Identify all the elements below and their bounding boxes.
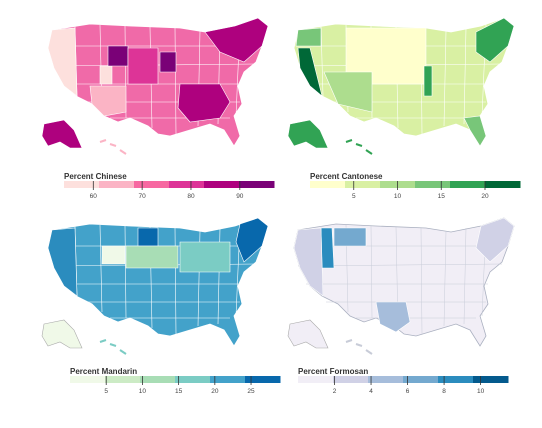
legend-tick-label: 5 xyxy=(352,193,356,200)
legend-swatch xyxy=(333,376,369,383)
legend-swatch xyxy=(245,376,281,383)
region-alaska xyxy=(287,319,329,349)
region-alaska xyxy=(287,119,329,149)
us-map-chinese xyxy=(41,17,269,155)
legend-bar: 2 4 6 8 10 xyxy=(298,376,509,395)
legend-swatch xyxy=(99,181,135,188)
legend-swatch xyxy=(64,181,100,188)
region-mn-ia xyxy=(159,51,177,73)
us-map-cantonese xyxy=(287,17,515,155)
region-wy xyxy=(101,245,126,265)
legend-swatch xyxy=(298,376,334,383)
region-ne xyxy=(475,217,515,263)
legend-swatch xyxy=(210,376,246,383)
legend-tick-label: 15 xyxy=(438,193,446,200)
region-mt xyxy=(333,227,367,247)
legend-swatch xyxy=(105,376,141,383)
legend-swatch xyxy=(175,376,211,383)
legend-swatch xyxy=(438,376,474,383)
region-midwest xyxy=(179,241,231,273)
region-id xyxy=(320,227,335,269)
region-ne xyxy=(475,17,515,63)
legend-swatch xyxy=(368,376,404,383)
region-hawaii xyxy=(99,339,127,355)
legend-title: Percent Cantonese xyxy=(310,172,383,181)
legend-title: Percent Formosan xyxy=(298,367,369,376)
legend-swatch xyxy=(415,181,451,188)
region-south xyxy=(177,83,231,123)
legend-swatch xyxy=(70,376,106,383)
region-pnw xyxy=(295,27,322,47)
legend-tick-label: 10 xyxy=(477,388,485,395)
legend-swatch xyxy=(239,181,275,188)
legend-tick-label: 5 xyxy=(104,388,108,395)
legend-swatch xyxy=(485,181,521,188)
legend-tick-label: 90 xyxy=(236,193,244,200)
region-southwest xyxy=(89,85,127,117)
map-panel-formosan: Percent Formosan 2 4 6 8 10 xyxy=(276,212,536,412)
region-fl xyxy=(463,115,487,147)
legend-swatch xyxy=(450,181,486,188)
legend-tick-label: 20 xyxy=(481,193,489,200)
legend-title: Percent Chinese xyxy=(64,172,127,181)
legend-bar: 60 70 80 90 xyxy=(64,181,275,200)
map-panel-cantonese: Percent Cantonese 5 10 15 20 xyxy=(276,12,536,212)
region-il xyxy=(423,65,433,97)
legend-tick-label: 80 xyxy=(187,193,195,200)
region-ne xyxy=(204,17,269,63)
map-panel-chinese: Percent Chinese 60 70 80 90 xyxy=(30,12,290,212)
region-plains xyxy=(127,47,159,85)
region-plains xyxy=(125,245,179,269)
us-map-mandarin xyxy=(41,217,269,355)
legend-tick-label: 60 xyxy=(90,193,98,200)
region-ca-west xyxy=(47,27,78,97)
legend-tick-label: 70 xyxy=(139,193,147,200)
region-ca xyxy=(297,47,323,97)
region-nd xyxy=(137,227,159,247)
map-panel-mandarin: Percent Mandarin 5 10 15 20 25 xyxy=(30,212,290,412)
region-hawaii xyxy=(345,339,373,355)
legend-bar: 5 10 15 20 25 xyxy=(70,376,281,395)
legend-tick-label: 8 xyxy=(442,388,446,395)
legend-tick-label: 10 xyxy=(139,388,147,395)
region-ne xyxy=(235,217,269,263)
region-nd-sd xyxy=(107,45,129,67)
legend-title: Percent Mandarin xyxy=(70,367,138,376)
region-alaska xyxy=(41,319,83,349)
region-west xyxy=(293,227,324,297)
legend-swatch xyxy=(473,376,509,383)
region-tx xyxy=(375,301,411,333)
region-hawaii xyxy=(99,139,127,155)
legend-tick-label: 10 xyxy=(394,193,402,200)
region-west xyxy=(47,227,78,297)
legend-tick-label: 4 xyxy=(369,388,373,395)
legend-swatch xyxy=(204,181,240,188)
us-map-formosan xyxy=(287,217,515,355)
legend-swatch xyxy=(310,181,346,188)
legend-tick-label: 25 xyxy=(247,388,255,395)
legend-swatch xyxy=(345,181,381,188)
legend-tick-label: 15 xyxy=(175,388,183,395)
legend-swatch xyxy=(403,376,439,383)
region-ut xyxy=(99,65,113,85)
legend-bar: 5 10 15 20 xyxy=(310,181,521,200)
legend-tick-label: 6 xyxy=(406,388,410,395)
region-hawaii xyxy=(345,139,373,155)
legend-swatch xyxy=(169,181,205,188)
legend-swatch xyxy=(140,376,176,383)
legend-tick-label: 20 xyxy=(211,388,219,395)
legend-swatch xyxy=(134,181,170,188)
region-alaska xyxy=(41,119,83,149)
legend-tick-label: 2 xyxy=(333,388,337,395)
region-southwest xyxy=(323,71,373,113)
